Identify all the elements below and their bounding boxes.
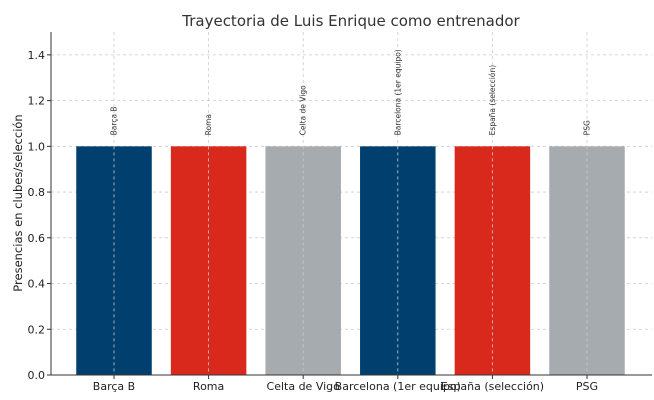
chart-title: Trayectoria de Luis Enrique como entrena… (181, 12, 520, 30)
bar-layer (76, 146, 625, 375)
x-tick-label: Roma (193, 380, 224, 393)
y-ticks: 0.0 0.2 0.4 0.6 0.8 1.0 1.2 1.4 (28, 49, 51, 382)
y-tick-label: 0.4 (28, 278, 46, 291)
data-label-layer: Barça B Roma Celta de Vigo Barcelona (1er e… (110, 49, 592, 135)
y-tick-label: 0.8 (28, 186, 46, 199)
y-tick-label: 0.6 (28, 232, 46, 245)
y-tick-label: 1.0 (28, 140, 46, 153)
y-tick-label: 1.2 (28, 95, 46, 108)
axes (50, 32, 652, 376)
bar-data-label: Celta de Vigo (299, 85, 308, 135)
x-tick-label: Barcelona (1er equipo) (335, 380, 461, 393)
bar-data-label: Barcelona (1er equipo) (393, 49, 402, 135)
bar-data-label: PSG (583, 120, 592, 135)
bar-data-label: España (selección) (488, 65, 497, 136)
y-tick-label: 1.4 (28, 49, 46, 62)
bar-data-label: Barça B (110, 106, 119, 135)
x-tick-label: PSG (576, 380, 598, 393)
bar-data-label: Roma (204, 114, 213, 135)
x-tick-label: Celta de Vigo (267, 380, 341, 393)
y-axis-label: Presencias en clubes/selección (11, 114, 25, 291)
y-tick-label: 0.2 (28, 323, 46, 336)
x-tick-label: Barça B (93, 380, 135, 393)
x-tick-label: España (selección) (441, 380, 544, 393)
y-tick-label: 0.0 (28, 369, 46, 382)
